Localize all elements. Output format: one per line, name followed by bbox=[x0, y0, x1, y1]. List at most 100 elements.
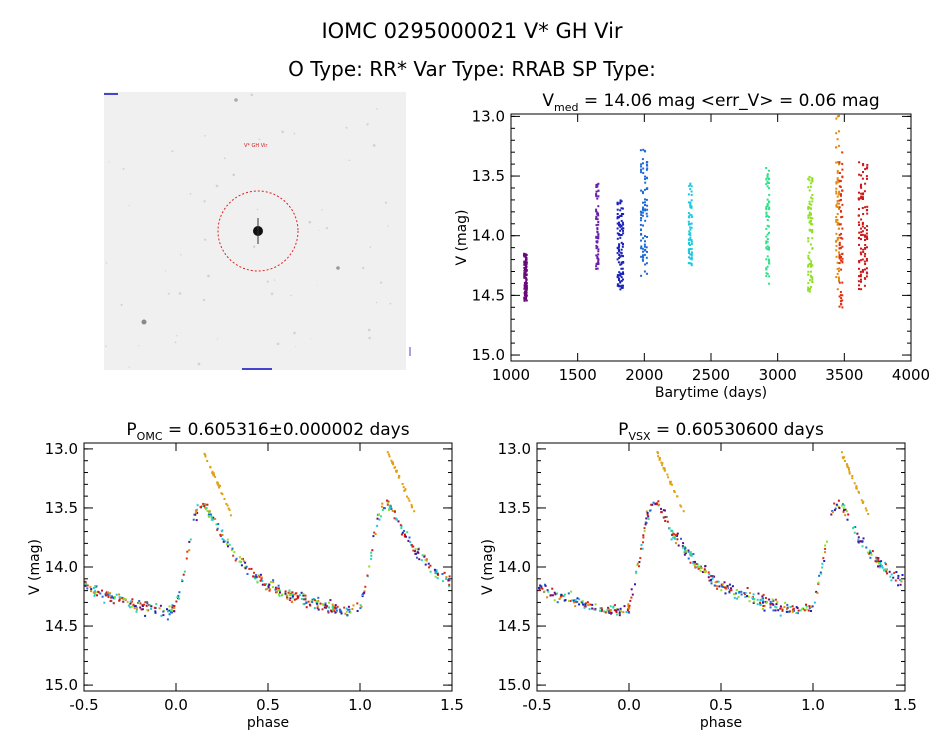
lightcurve-point bbox=[642, 148, 645, 151]
phase-point bbox=[574, 599, 577, 602]
lightcurve-point bbox=[644, 263, 647, 266]
phase-point bbox=[291, 600, 294, 603]
phase-point bbox=[216, 483, 219, 485]
lightcurve-point bbox=[866, 177, 868, 180]
lightcurve-point bbox=[858, 173, 861, 176]
phase-point bbox=[703, 570, 706, 572]
lightcurve-point bbox=[866, 212, 869, 215]
lightcurve-point bbox=[808, 214, 811, 217]
phase-point bbox=[736, 597, 739, 600]
phase-point bbox=[660, 507, 662, 510]
lightcurve-point bbox=[644, 198, 646, 201]
phase-point bbox=[704, 565, 707, 567]
phase-point bbox=[305, 600, 308, 603]
lightcurve-point bbox=[620, 213, 623, 215]
phase-point bbox=[875, 556, 878, 559]
lightcurve-point bbox=[765, 207, 768, 210]
sky-noise-dot bbox=[108, 161, 110, 163]
lightcurve-point bbox=[862, 164, 865, 167]
sky-noise-dot bbox=[348, 159, 351, 162]
phase-point bbox=[245, 565, 248, 568]
lightcurve-point bbox=[622, 227, 625, 230]
phase-point bbox=[335, 609, 338, 612]
phase-point bbox=[553, 599, 556, 602]
lightcurve-point bbox=[644, 204, 646, 206]
phase-point bbox=[618, 611, 621, 614]
lightcurve-point bbox=[838, 206, 841, 209]
phase-point bbox=[538, 586, 540, 589]
phase-point bbox=[698, 567, 701, 570]
phase-point bbox=[214, 475, 217, 478]
lightcurve-point bbox=[835, 244, 838, 247]
lightcurve-point bbox=[838, 247, 841, 250]
phase-point bbox=[380, 505, 383, 508]
phase-point bbox=[171, 609, 173, 611]
lightcurve-point bbox=[840, 232, 843, 235]
phase-point bbox=[769, 606, 772, 609]
lightcurve-point bbox=[690, 254, 693, 257]
x-tick-label: 2000 bbox=[625, 366, 663, 384]
lightcurve-point bbox=[687, 201, 690, 204]
x-tick-label: 0.5 bbox=[256, 696, 280, 714]
phase-point bbox=[138, 602, 141, 605]
phase-point bbox=[268, 589, 271, 592]
phase-point bbox=[870, 553, 873, 556]
lightcurve-point bbox=[645, 168, 648, 171]
phase-point bbox=[275, 587, 278, 590]
lightcurve-point bbox=[838, 277, 840, 280]
phase-point bbox=[408, 536, 411, 539]
lightcurve-point bbox=[837, 276, 840, 279]
lightcurve-point bbox=[689, 262, 692, 265]
lightcurve-point bbox=[835, 232, 838, 235]
lightcurve-point bbox=[619, 272, 622, 275]
lightcurve-point bbox=[765, 267, 768, 270]
phase-point bbox=[321, 608, 324, 611]
lightcurve-point bbox=[858, 191, 860, 194]
phase-point bbox=[712, 575, 715, 578]
lightcurve-point bbox=[690, 185, 693, 188]
phase-point bbox=[221, 493, 224, 496]
lightcurve-point bbox=[616, 275, 619, 278]
lightcurve-point bbox=[811, 231, 814, 234]
lightcurve-point bbox=[644, 245, 646, 248]
sky-noise-dot bbox=[204, 238, 207, 241]
lightcurve-point bbox=[809, 265, 812, 268]
phase-point bbox=[710, 582, 713, 585]
phase-point bbox=[293, 593, 296, 596]
phase-point bbox=[400, 527, 403, 529]
phase-point bbox=[388, 504, 391, 507]
sky-noise-dot bbox=[215, 184, 219, 188]
lightcurve-point bbox=[765, 212, 768, 215]
phase-point bbox=[277, 589, 280, 592]
y-tick-label: 14.0 bbox=[45, 558, 78, 576]
phase-point bbox=[206, 503, 209, 506]
phase-point bbox=[612, 605, 615, 608]
phase-point bbox=[675, 533, 677, 536]
phase-point bbox=[689, 551, 692, 554]
lightcurve-point bbox=[865, 267, 868, 270]
phase-point bbox=[730, 589, 733, 592]
lightcurve-point bbox=[646, 250, 648, 253]
lightcurve-point bbox=[642, 167, 645, 170]
phase-point bbox=[877, 565, 879, 568]
lightcurve-point bbox=[864, 263, 867, 265]
phase-point bbox=[154, 610, 157, 613]
phase-point bbox=[779, 607, 782, 610]
phase-point bbox=[753, 598, 756, 600]
lightcurve-point bbox=[768, 178, 770, 181]
faint-star bbox=[234, 98, 238, 102]
phase-point bbox=[663, 469, 666, 472]
phase-point bbox=[707, 576, 710, 579]
phase-point bbox=[118, 593, 121, 596]
phase-point bbox=[258, 575, 261, 578]
lightcurve-point bbox=[866, 225, 869, 228]
phase-point bbox=[210, 518, 213, 521]
phase-point bbox=[395, 471, 398, 473]
sky-noise-dot bbox=[216, 338, 218, 340]
lightcurve-point bbox=[595, 254, 598, 257]
phase-point bbox=[769, 604, 772, 606]
phase-point bbox=[162, 614, 165, 617]
phase-point bbox=[227, 545, 229, 548]
lightcurve-point bbox=[620, 248, 623, 251]
y-tick-label: 14.0 bbox=[498, 558, 531, 576]
